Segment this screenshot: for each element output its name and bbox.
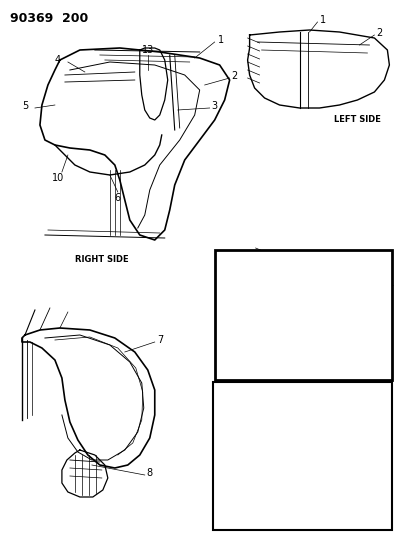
Text: 3: 3 xyxy=(211,101,218,111)
Text: 6: 6 xyxy=(115,193,121,203)
Text: 11: 11 xyxy=(383,278,396,288)
Text: 12: 12 xyxy=(298,331,310,341)
Text: 1: 1 xyxy=(218,35,224,45)
Text: RIGHT SIDE: RIGHT SIDE xyxy=(75,255,128,264)
Text: 2: 2 xyxy=(376,28,383,38)
Text: 1: 1 xyxy=(320,15,326,25)
Text: 4: 4 xyxy=(55,55,61,65)
Text: 7: 7 xyxy=(157,335,163,345)
Text: 8: 8 xyxy=(147,468,153,478)
Text: 90369  200: 90369 200 xyxy=(10,12,88,25)
Bar xyxy=(215,250,392,380)
Text: 2: 2 xyxy=(232,71,238,81)
Text: 13: 13 xyxy=(142,45,154,55)
Text: 10: 10 xyxy=(52,173,64,183)
Text: LEFT SIDE: LEFT SIDE xyxy=(334,116,381,125)
Bar xyxy=(213,382,392,530)
Text: 5: 5 xyxy=(22,101,28,111)
Text: 9: 9 xyxy=(371,435,377,445)
